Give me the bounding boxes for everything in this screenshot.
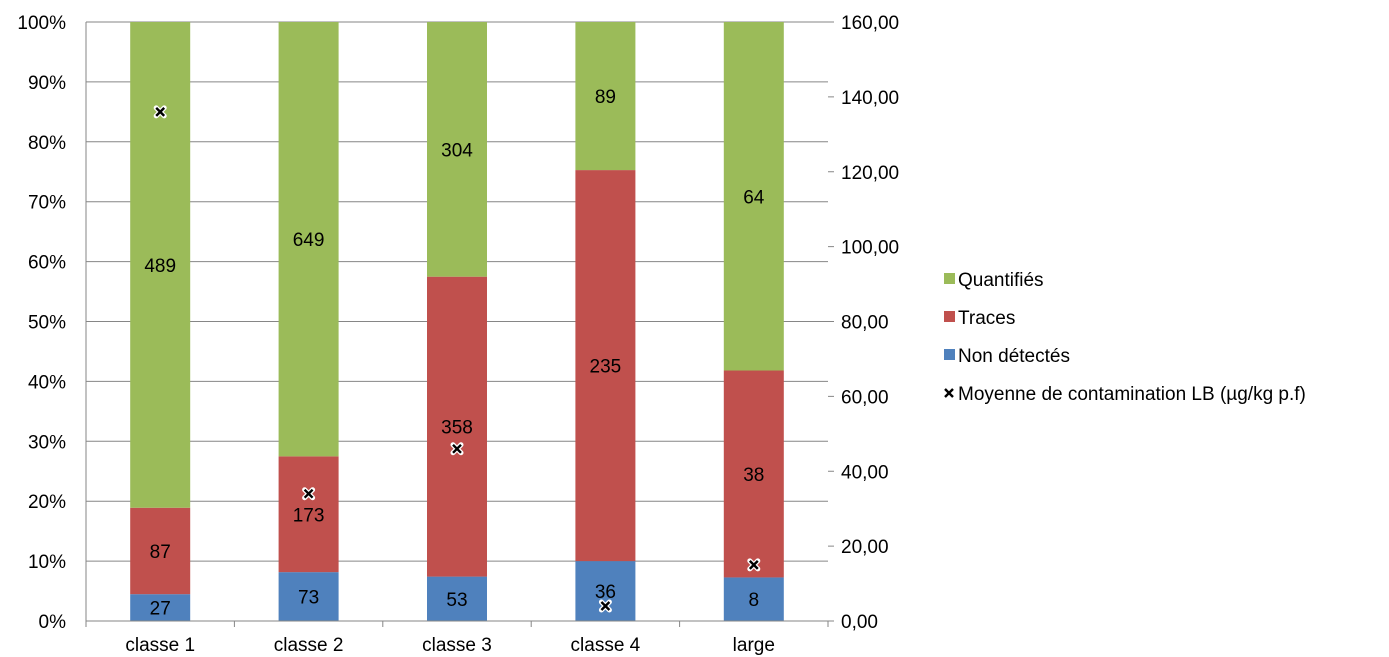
legend-swatch [944,273,955,284]
bar-value-label: 649 [293,230,325,251]
y-left-tick-label: 40% [28,372,66,393]
bar-value-label: 8 [749,590,760,611]
y-right-tick-label: 20,00 [841,537,889,558]
bar-segment [130,22,191,508]
bar-value-label: 235 [590,357,622,378]
y-right-tick-label: 60,00 [841,387,889,408]
y-left-tick-label: 50% [28,313,66,334]
bar-value-label: 73 [298,588,319,609]
y-left-tick-label: 60% [28,253,66,274]
x-category-label: classe 3 [422,635,492,656]
bar-value-label: 53 [446,590,467,611]
contamination-marker [302,487,316,501]
x-category-label: large [733,635,775,656]
axes: 0% 10% 20% 30% 40% 50% 60% 70% 80% 90% 100% 0,00 20,… [17,13,899,656]
bar-segment [723,22,784,371]
y-left-tick-label: 70% [28,193,66,214]
y-right-tick-label: 160,00 [841,13,899,34]
bar-value-label: 36 [595,582,616,603]
bar-value-label: 38 [743,465,764,486]
legend-swatch [944,349,955,360]
bar-segment [723,577,784,621]
contamination-marker [747,558,761,572]
bars [130,22,784,621]
contamination-marker [450,442,464,456]
bar-value-label: 304 [441,140,473,161]
legend-marker [942,386,956,400]
y-left-tick-label: 30% [28,432,66,453]
bar-value-label: 89 [595,87,616,108]
bar-segment [278,572,339,621]
bar-value-label: 358 [441,418,473,439]
legend-label: Quantifiés [958,270,1044,291]
contamination-marker [598,599,612,613]
x-category-label: classe 2 [274,635,344,656]
x-category-label: classe 1 [125,635,195,656]
bar-value-label: 173 [293,505,325,526]
bar-segment [278,456,339,573]
bar-labels: 27 87 489 73 173 649 53 358 304 36 235 89 8 38 64 [144,87,764,620]
legend-label: Non détectés [958,346,1070,367]
y-right-tick-label: 40,00 [841,462,889,483]
bar-segment [427,22,487,277]
contamination-markers [153,105,761,613]
bar-segment [575,561,636,621]
legend: Quantifiés Traces Non détectés Moyenne de c… [942,270,1306,405]
bar-value-label: 489 [144,256,176,277]
y-left-tick-label: 80% [28,133,66,154]
bar-segment [575,22,636,171]
y-right-tick-label: 120,00 [841,163,899,184]
bar-segment [427,276,487,577]
y-left-tick-label: 20% [28,492,66,513]
bar-segment [427,576,487,621]
y-right-tick-label: 80,00 [841,313,889,334]
bar-value-label: 27 [150,599,171,620]
legend-label: Moyenne de contamination LB (µg/kg p.f) [958,384,1306,405]
y-left-tick-label: 10% [28,552,66,573]
bar-segment [130,507,191,595]
x-category-label: classe 4 [571,635,641,656]
bar-segment [575,170,636,562]
legend-label: Traces [958,308,1015,329]
bar-segment [130,594,191,621]
bar-value-label: 87 [150,542,171,563]
y-right-tick-label: 100,00 [841,238,899,259]
bar-value-label: 64 [743,187,765,208]
bar-segment [278,22,339,457]
legend-swatch [944,311,955,322]
contamination-marker [153,105,167,119]
bar-segment [723,370,784,578]
y-right-tick-label: 140,00 [841,88,899,109]
y-left-tick-label: 0% [39,612,67,633]
y-left-tick-label: 100% [17,13,66,34]
y-right-tick-label: 0,00 [841,612,878,633]
y-left-tick-label: 90% [28,73,66,94]
